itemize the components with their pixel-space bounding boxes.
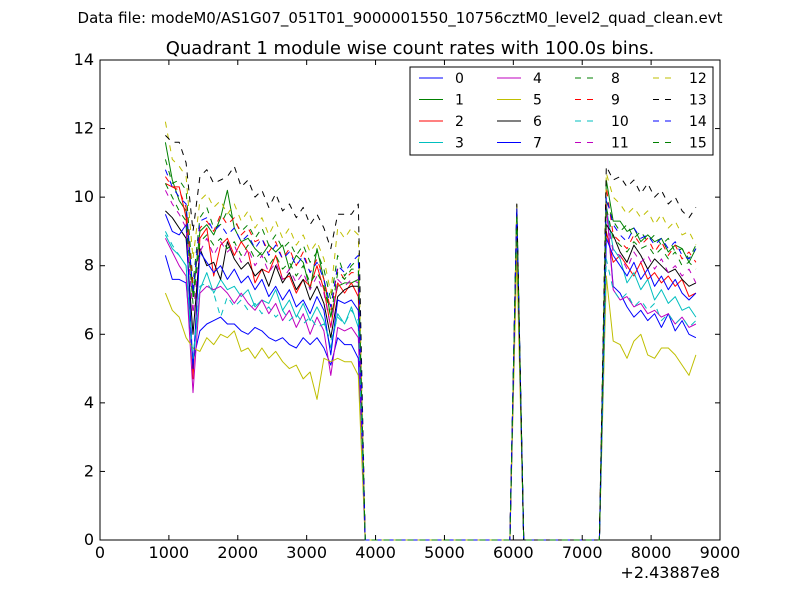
legend-label-13: 13 [689, 93, 707, 109]
legend-label-15: 15 [689, 136, 707, 152]
x-tick-label: 2000 [217, 543, 258, 562]
series-line-14 [164, 169, 697, 541]
y-tick-label: 4 [84, 393, 94, 412]
series-line-15 [164, 183, 697, 541]
chart-title: Quadrant 1 module wise count rates with … [166, 38, 655, 59]
legend-label-11: 11 [611, 136, 629, 152]
legend-box [409, 66, 714, 156]
series-line-12 [164, 121, 697, 541]
legend-label-12: 12 [689, 71, 707, 87]
x-tick-label: 3000 [286, 543, 327, 562]
y-tick-label: 10 [74, 187, 94, 206]
figure-suptitle: Data file: modeM0/AS1G07_051T01_90000015… [78, 9, 723, 28]
y-tick-label: 6 [84, 324, 94, 343]
legend-label-7: 7 [533, 136, 542, 152]
legend-label-1: 1 [455, 93, 464, 109]
series-line-5 [164, 254, 697, 541]
legend-label-2: 2 [455, 114, 464, 130]
series-layer [164, 121, 697, 541]
axes-layer: 0 1000 2000 3000 4000 5000 6000 7000 8000 9000 0 2 4… [74, 50, 741, 562]
series-line-10 [164, 210, 697, 541]
x-tick-label: 7000 [562, 543, 603, 562]
x-tick-label: 6000 [493, 543, 534, 562]
y-tick-label: 8 [84, 256, 94, 275]
x-offset-label: +2.43887e8 [620, 563, 720, 582]
legend-label-9: 9 [611, 93, 620, 109]
legend-label-3: 3 [455, 136, 464, 152]
legend-label-5: 5 [533, 93, 542, 109]
y-tick-label: 12 [74, 119, 94, 138]
x-tick-label: 4000 [355, 543, 396, 562]
x-tick-label: 8000 [631, 543, 672, 562]
x-tick-label: 5000 [424, 543, 465, 562]
y-tick-label: 2 [84, 461, 94, 480]
legend-label-4: 4 [533, 71, 542, 87]
series-line-6 [165, 206, 697, 541]
series-line-4 [164, 203, 697, 541]
y-tick-label: 0 [84, 530, 94, 549]
y-tick-label: 14 [74, 50, 94, 69]
series-line-8 [164, 159, 697, 541]
x-tick-label: 1000 [149, 543, 190, 562]
legend-label-6: 6 [533, 114, 542, 130]
series-line-0 [164, 203, 697, 541]
series-line-11 [164, 190, 697, 541]
legend-label-14: 14 [689, 114, 707, 130]
series-line-7 [164, 213, 697, 541]
legend-label-0: 0 [455, 71, 464, 87]
legend-label-10: 10 [611, 114, 629, 130]
legend-label-8: 8 [611, 71, 620, 87]
x-tick-label: 0 [95, 543, 105, 562]
series-line-3 [164, 206, 697, 541]
x-tick-label: 9000 [700, 543, 741, 562]
